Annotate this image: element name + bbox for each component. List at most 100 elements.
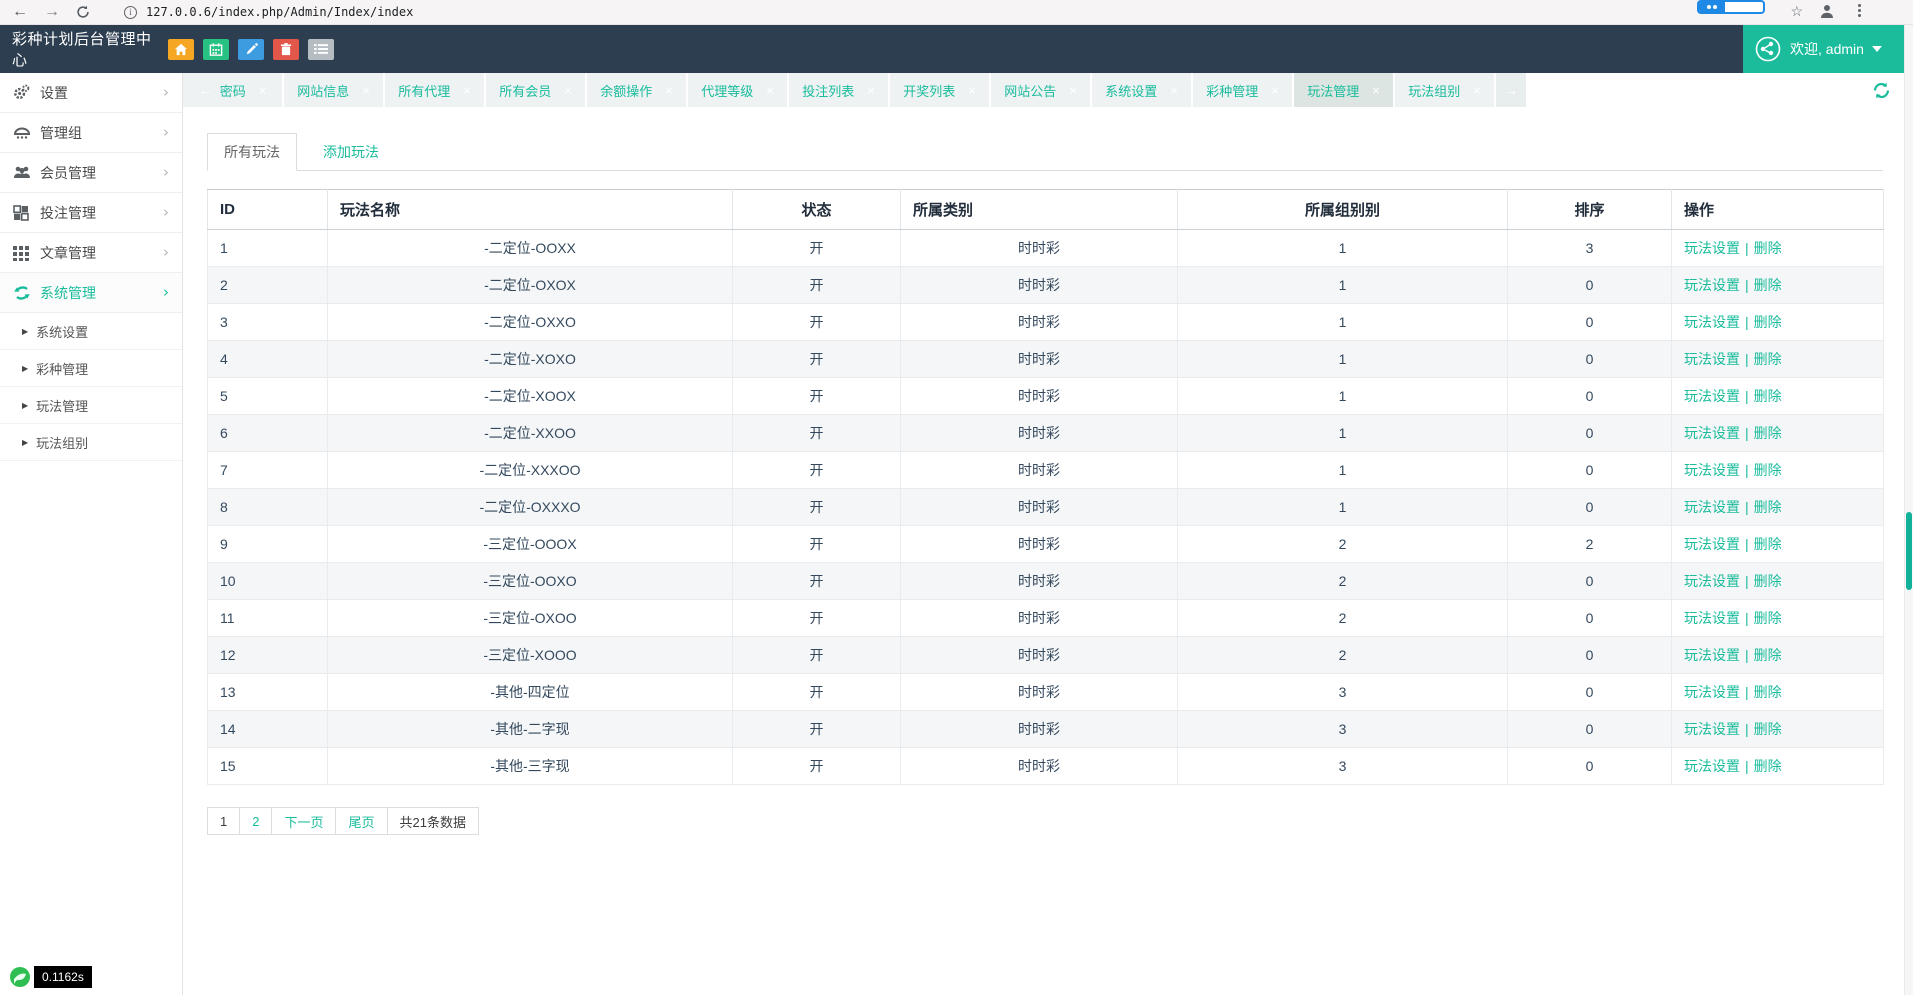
open-tab[interactable]: 彩种管理 × (1193, 73, 1294, 107)
play-settings-link[interactable]: 玩法设置 (1684, 462, 1740, 478)
pagination-尾页[interactable]: 尾页 (335, 807, 388, 835)
delete-link[interactable]: 删除 (1753, 462, 1782, 478)
open-tab[interactable]: 所有会员 × (486, 73, 587, 107)
open-tab[interactable]: 网站信息 × (284, 73, 385, 107)
open-tab[interactable]: 网站公告 × (991, 73, 1092, 107)
close-tab-icon[interactable]: × (564, 82, 572, 98)
sidebar-subitem-label: 玩法管理 (36, 398, 89, 414)
browser-back-icon[interactable]: ← (12, 3, 28, 20)
close-tab-icon[interactable]: × (968, 82, 976, 98)
close-tab-icon[interactable]: × (1372, 82, 1380, 98)
close-tab-icon[interactable]: × (1069, 82, 1077, 98)
cell-play-name: -其他-四定位 (327, 673, 733, 711)
play-settings-link[interactable]: 玩法设置 (1684, 388, 1740, 404)
play-settings-link[interactable]: 玩法设置 (1684, 314, 1740, 330)
sidebar-item-投注管理[interactable]: 投注管理 › (0, 193, 182, 233)
cell-id: 1 (207, 229, 328, 267)
open-tab[interactable]: 系统设置 × (1092, 73, 1193, 107)
trash-icon[interactable] (273, 38, 299, 60)
delete-link[interactable]: 删除 (1753, 647, 1782, 663)
sidebar-subitem-玩法组别[interactable]: ▶ 玩法组别 (0, 424, 182, 461)
open-tab[interactable]: 所有代理 × (385, 73, 486, 107)
browser-profile-icon[interactable] (1819, 3, 1835, 24)
play-settings-link[interactable]: 玩法设置 (1684, 573, 1740, 589)
delete-link[interactable]: 删除 (1753, 425, 1782, 441)
play-settings-link[interactable]: 玩法设置 (1684, 499, 1740, 515)
delete-link[interactable]: 删除 (1753, 684, 1782, 700)
delete-link[interactable]: 删除 (1753, 277, 1782, 293)
browser-extension-popup[interactable] (1697, 0, 1765, 14)
sidebar-subitem-彩种管理[interactable]: ▶ 彩种管理 (0, 350, 182, 387)
play-settings-link[interactable]: 玩法设置 (1684, 610, 1740, 626)
open-tab[interactable]: 投注列表 × (789, 73, 890, 107)
browser-menu-icon[interactable] (1858, 4, 1861, 17)
play-settings-link[interactable]: 玩法设置 (1684, 351, 1740, 367)
open-tab[interactable]: 余额操作 × (587, 73, 688, 107)
scroll-tabs-left-icon[interactable]: ← (198, 82, 213, 98)
close-tab-icon[interactable]: × (1473, 82, 1481, 98)
delete-link[interactable]: 删除 (1753, 721, 1782, 737)
trace-time-badge[interactable]: 0.1162s (34, 966, 92, 988)
pagination-2[interactable]: 2 (239, 807, 273, 835)
delete-link[interactable]: 删除 (1753, 573, 1782, 589)
play-settings-link[interactable]: 玩法设置 (1684, 536, 1740, 552)
scroll-tabs-right-button[interactable]: → (1496, 73, 1526, 107)
delete-link[interactable]: 删除 (1753, 536, 1782, 552)
play-settings-link[interactable]: 玩法设置 (1684, 721, 1740, 737)
play-settings-link[interactable]: 玩法设置 (1684, 758, 1740, 774)
address-bar-url[interactable]: 127.0.0.6/index.php/Admin/Index/index (146, 5, 414, 19)
cell-status: 开 (732, 340, 901, 378)
play-settings-link[interactable]: 玩法设置 (1684, 425, 1740, 441)
delete-link[interactable]: 删除 (1753, 351, 1782, 367)
play-settings-link[interactable]: 玩法设置 (1684, 277, 1740, 293)
sidebar-item-系统管理[interactable]: 系统管理 › (0, 273, 182, 313)
close-tab-icon[interactable]: × (766, 82, 774, 98)
sidebar-item-文章管理[interactable]: 文章管理 › (0, 233, 182, 273)
sidebar-item-设置[interactable]: 设置 › (0, 73, 182, 113)
cell-play-name: -三定位-OOOX (327, 525, 733, 563)
delete-link[interactable]: 删除 (1753, 388, 1782, 404)
delete-link[interactable]: 删除 (1753, 240, 1782, 256)
window-scrollbar[interactable] (1904, 25, 1913, 995)
close-tab-icon[interactable]: × (665, 82, 673, 98)
close-tab-icon[interactable]: × (463, 82, 471, 98)
delete-link[interactable]: 删除 (1753, 499, 1782, 515)
close-tab-icon[interactable]: × (362, 82, 370, 98)
open-tab[interactable]: 玩法管理 × (1294, 73, 1395, 107)
user-menu[interactable]: 欢迎, admin (1743, 25, 1913, 73)
delete-link[interactable]: 删除 (1753, 610, 1782, 626)
edit-icon[interactable] (238, 38, 264, 60)
play-settings-link[interactable]: 玩法设置 (1684, 240, 1740, 256)
close-tab-icon[interactable]: × (867, 82, 875, 98)
list-icon[interactable] (308, 38, 334, 60)
scrollbar-thumb[interactable] (1906, 512, 1912, 590)
browser-reload-icon[interactable] (76, 5, 90, 19)
sidebar-subitem-系统设置[interactable]: ▶ 系统设置 (0, 313, 182, 350)
tab-all-plays[interactable]: 所有玩法 (207, 133, 297, 171)
sidebar-item-会员管理[interactable]: 会员管理 › (0, 153, 182, 193)
close-tab-icon[interactable]: × (258, 82, 267, 98)
browser-forward-icon[interactable]: → (44, 3, 60, 20)
bookmark-star-icon[interactable]: ☆ (1790, 3, 1803, 19)
sidebar-item-管理组[interactable]: 管理组 › (0, 113, 182, 153)
delete-link[interactable]: 删除 (1753, 314, 1782, 330)
delete-link[interactable]: 删除 (1753, 758, 1782, 774)
refresh-tab-icon[interactable] (1872, 81, 1891, 100)
pagination-下一页[interactable]: 下一页 (271, 807, 337, 835)
tab-add-play[interactable]: 添加玩法 (323, 143, 379, 160)
close-tab-icon[interactable]: × (1271, 82, 1279, 98)
home-icon[interactable] (168, 38, 194, 60)
leaf-icon[interactable] (9, 966, 31, 988)
pagination-1[interactable]: 1 (207, 807, 241, 835)
open-tab[interactable]: ← 密码 × (183, 73, 284, 107)
page-info-icon[interactable]: i (124, 5, 137, 19)
close-tab-icon[interactable]: × (1170, 82, 1178, 98)
sidebar-subitem-玩法管理[interactable]: ▶ 玩法管理 (0, 387, 182, 424)
column-header: 排序 (1507, 189, 1672, 230)
play-settings-link[interactable]: 玩法设置 (1684, 647, 1740, 663)
open-tab[interactable]: 开奖列表 × (890, 73, 991, 107)
open-tab[interactable]: 代理等级 × (688, 73, 789, 107)
open-tab[interactable]: 玩法组别 × (1395, 73, 1496, 107)
calendar-icon[interactable] (203, 38, 229, 60)
play-settings-link[interactable]: 玩法设置 (1684, 684, 1740, 700)
